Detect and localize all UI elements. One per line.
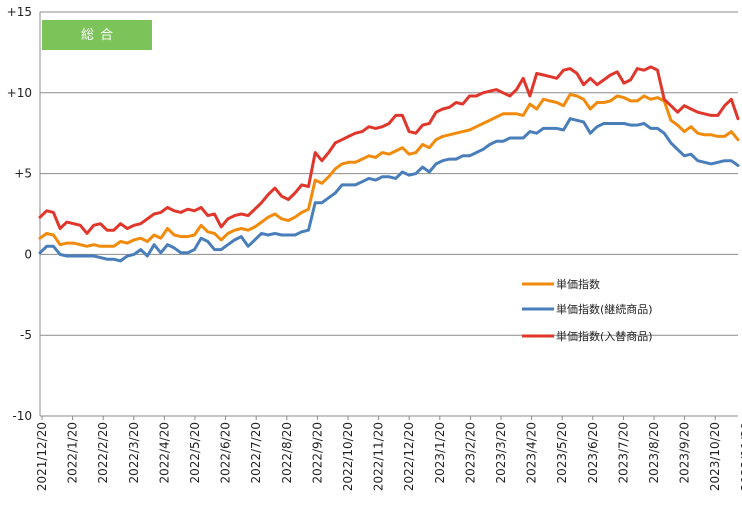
x-tick-label: 2023/11/20 [739, 422, 742, 491]
x-tick-label: 2023/4/20 [525, 422, 539, 484]
x-tick-label: 2023/1/20 [433, 422, 447, 484]
x-axis: 2021/12/20 2022/1/20 2022/2/20 2022/3/20 202… [35, 416, 742, 491]
chart-badge: 総合 [42, 20, 152, 50]
series-line-0 [38, 92, 740, 248]
x-tick-label: 2021/12/20 [35, 422, 49, 491]
x-tick-label: 2022/7/20 [249, 422, 263, 484]
grid-lines [40, 11, 738, 417]
x-tick-label: 2023/6/20 [586, 422, 600, 484]
x-tick-label: 2022/1/20 [66, 422, 80, 484]
series-line-1 [38, 117, 740, 263]
x-tick-label: 2022/8/20 [280, 422, 294, 484]
y-tick-label: +10 [7, 86, 32, 100]
x-tick-label: 2022/4/20 [157, 422, 171, 484]
series-lines [38, 65, 740, 263]
x-tick-label: 2023/2/20 [463, 422, 477, 484]
y-axis: +15 +10 +5 0 -5 -10 [7, 5, 41, 423]
legend-label-0: 単価指数 [556, 277, 600, 291]
x-tick-label: 2022/3/20 [127, 422, 141, 484]
y-tick-label: -5 [20, 328, 32, 342]
x-tick-label: 2023/8/20 [647, 422, 661, 484]
x-tick-label: 2023/3/20 [494, 422, 508, 484]
x-tick-label: 2023/9/20 [678, 422, 692, 484]
legend-label-2: 単価指数(入替商品) [556, 329, 653, 343]
x-tick-label: 2022/11/20 [372, 422, 386, 491]
legend-label-1: 単価指数(継続商品) [556, 302, 653, 316]
x-tick-label: 2022/2/20 [96, 422, 110, 484]
x-tick-label: 2022/5/20 [188, 422, 202, 484]
x-tick-label: 2023/5/20 [555, 422, 569, 484]
x-tick-label: 2022/12/20 [402, 422, 416, 491]
y-tick-label: +5 [14, 167, 32, 181]
chart-badge-text: 総合 [81, 28, 119, 43]
y-tick-label: 0 [24, 247, 32, 261]
x-tick-label: 2022/9/20 [310, 422, 324, 484]
x-tick-label: 2023/7/20 [616, 422, 630, 484]
x-tick-label: 2022/10/20 [341, 422, 355, 491]
chart-badge-box [42, 20, 152, 50]
x-tick-label: 2022/6/20 [219, 422, 233, 484]
x-tick-label: 2023/10/20 [708, 422, 722, 491]
y-tick-label: -10 [12, 409, 32, 423]
y-tick-label: +15 [7, 5, 32, 19]
series-line-2 [38, 65, 740, 235]
